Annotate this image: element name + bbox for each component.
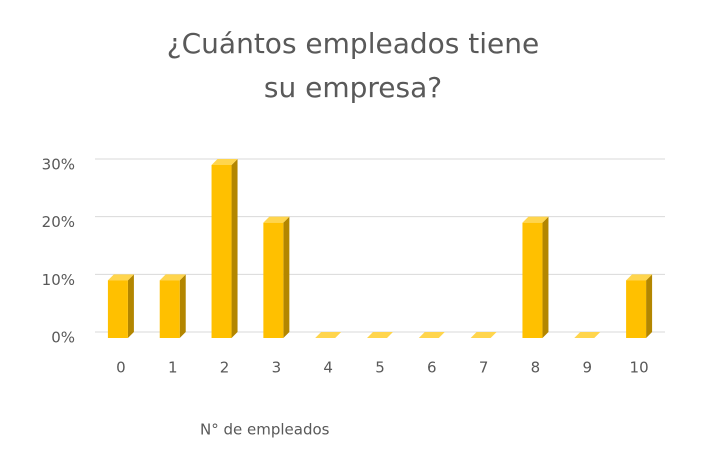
y-tick-label: 0% <box>51 329 75 347</box>
bar <box>107 280 128 338</box>
bar-side <box>127 274 134 338</box>
x-tick-label: 10 <box>630 359 649 377</box>
x-tick-label: 9 <box>582 359 592 377</box>
bar-top <box>574 332 601 338</box>
bar-side <box>179 274 186 338</box>
bar-side <box>283 216 290 338</box>
bar <box>263 222 284 338</box>
bar-side <box>542 216 549 338</box>
x-axis-label: N° de empleados <box>200 421 330 439</box>
bar-top <box>211 159 238 165</box>
bar-top <box>367 332 393 338</box>
bar-top <box>626 274 653 281</box>
bar-side <box>646 274 653 338</box>
x-tick-label: 6 <box>427 359 437 377</box>
bar-top <box>522 216 549 223</box>
y-tick-label: 10% <box>42 271 75 289</box>
bar-top <box>470 332 497 338</box>
bar <box>159 280 180 338</box>
x-tick-label: 3 <box>272 359 282 377</box>
bar <box>626 280 647 338</box>
x-tick-label: 7 <box>479 359 489 377</box>
bar-top <box>159 274 186 281</box>
bar <box>211 165 232 338</box>
bar <box>522 222 543 338</box>
bar-top <box>107 274 134 281</box>
x-tick-label: 1 <box>168 359 178 377</box>
x-tick-label: 4 <box>323 359 333 377</box>
y-tick-label: 30% <box>42 156 75 174</box>
chart-title: ¿Cuántos empleados tiene su empresa? <box>166 27 540 104</box>
bar-top <box>263 216 290 223</box>
bar-side <box>231 159 238 338</box>
bar-top <box>315 332 342 338</box>
x-tick-label: 5 <box>375 359 385 377</box>
x-tick-label: 0 <box>116 359 126 377</box>
x-tick-label: 8 <box>531 359 541 377</box>
bar-top <box>418 332 445 338</box>
x-tick-label: 2 <box>220 359 230 377</box>
y-tick-label: 20% <box>42 213 75 231</box>
